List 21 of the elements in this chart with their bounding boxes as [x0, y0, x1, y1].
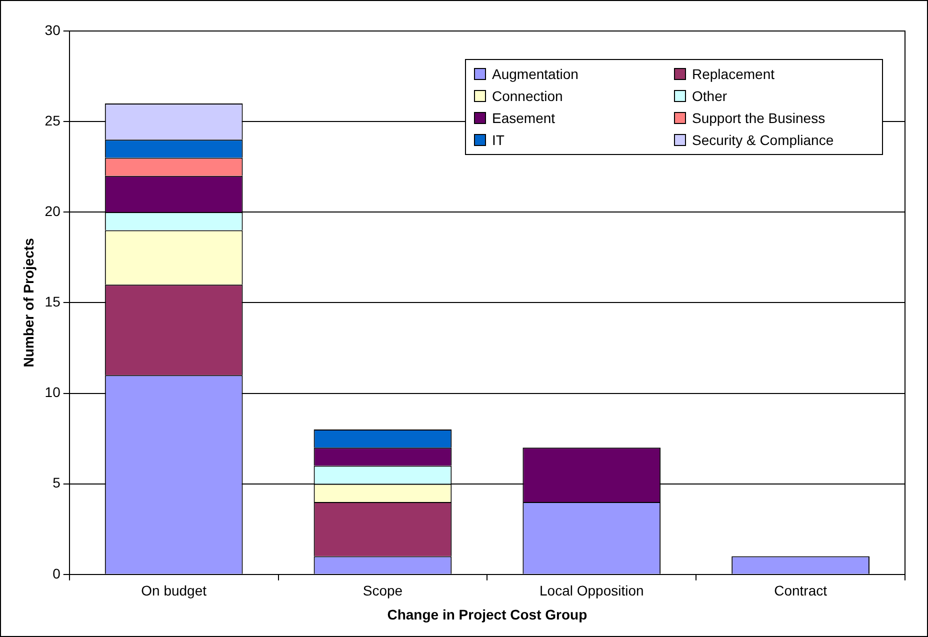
- legend-label: Security & Compliance: [692, 132, 834, 148]
- legend-label: Replacement: [692, 66, 774, 82]
- y-axis-title: Number of Projects: [20, 238, 36, 368]
- y-tick-label: 10: [44, 384, 61, 400]
- legend-label: Connection: [492, 88, 563, 104]
- legend-label: IT: [492, 132, 504, 148]
- x-tick-label: Scope: [362, 582, 403, 599]
- y-tick-label: 15: [44, 294, 61, 310]
- legend-label: Other: [692, 88, 728, 104]
- legend-label: Easement: [492, 110, 556, 126]
- y-tick-label: 5: [52, 474, 61, 491]
- legend-label: Support the Business: [692, 110, 826, 126]
- x-tick-label: Contract: [774, 582, 828, 599]
- x-axis-title: Change in Project Cost Group: [387, 606, 588, 622]
- y-tick-label: 20: [44, 202, 61, 219]
- x-tick-label: On budget: [141, 582, 207, 599]
- x-tick-label: Local Opposition: [539, 582, 644, 599]
- legend-label: Augmentation: [492, 66, 578, 82]
- y-tick-label: 25: [44, 112, 61, 128]
- y-tick-label: 30: [44, 22, 61, 38]
- y-tick-label: 0: [52, 565, 61, 582]
